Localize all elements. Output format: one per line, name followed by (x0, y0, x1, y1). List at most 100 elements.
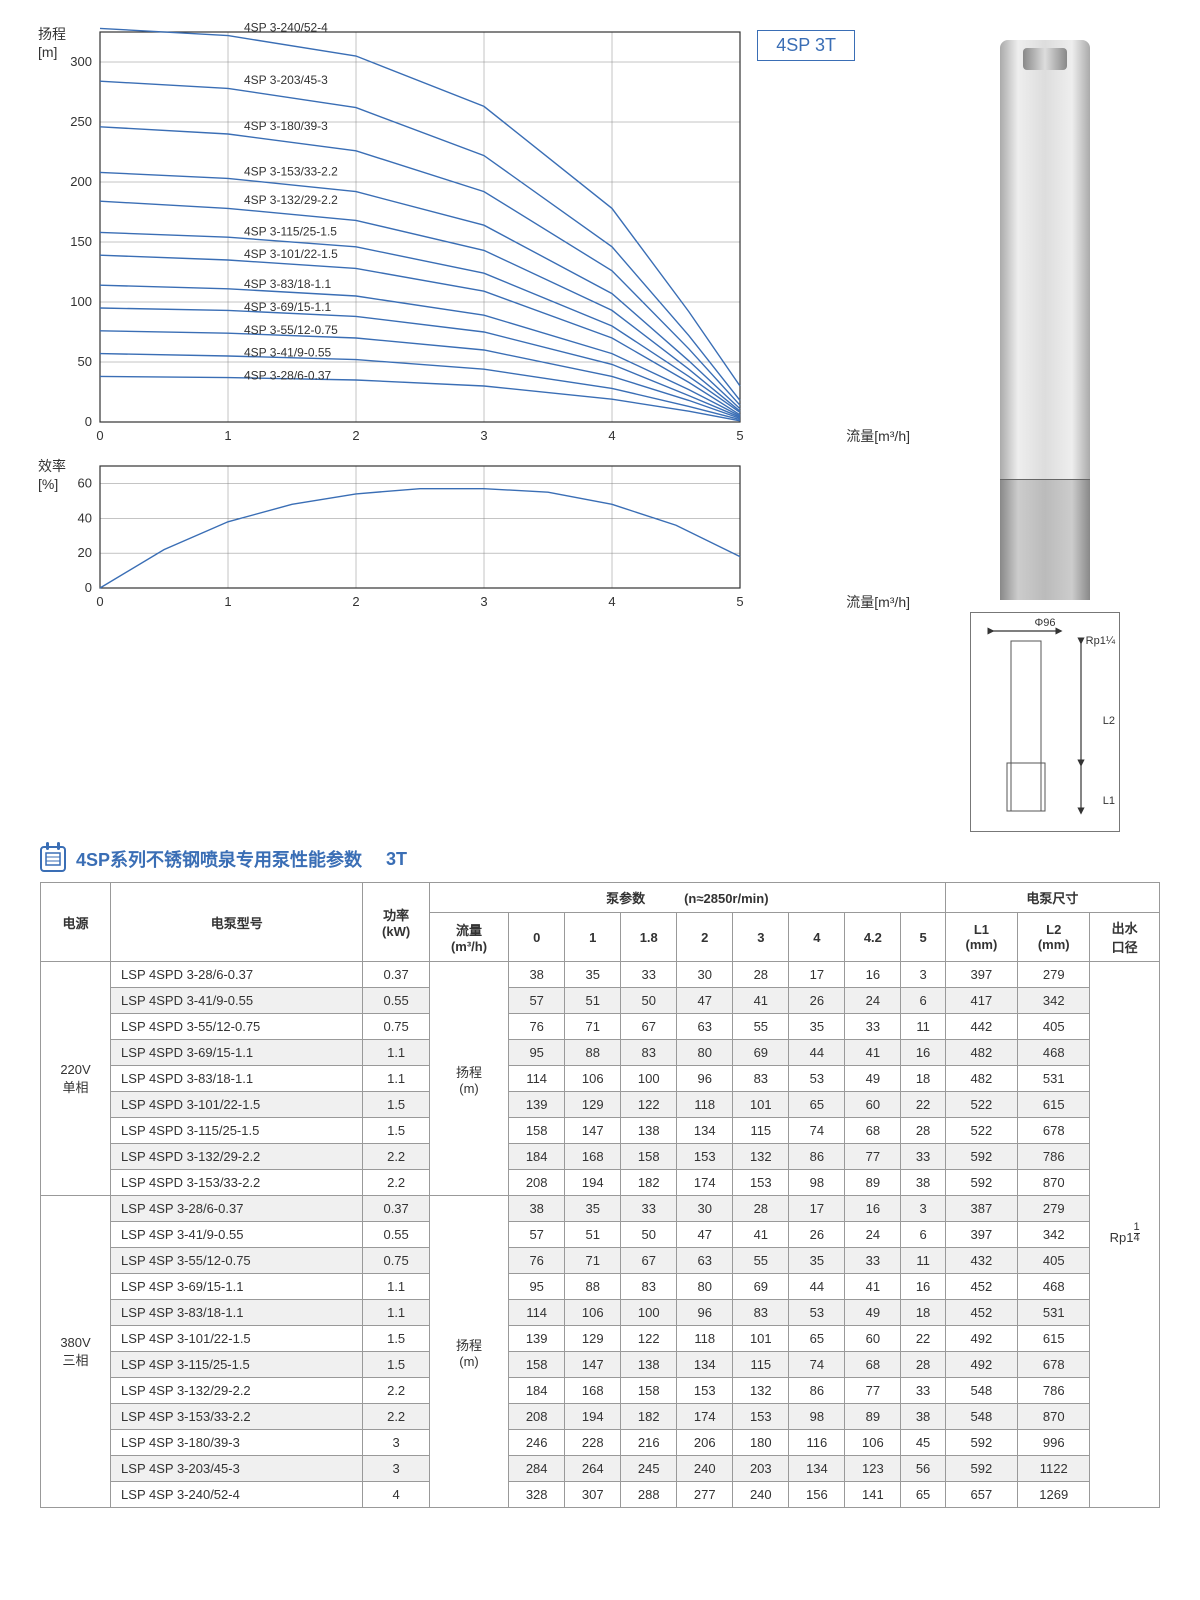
head-cell: 55 (733, 1248, 789, 1274)
head-cell: 240 (677, 1456, 733, 1482)
head-cell: 96 (677, 1300, 733, 1326)
l1-cell: 442 (945, 1014, 1017, 1040)
table-row: LSP 4SPD 3-55/12-0.750.75767167635535331… (41, 1014, 1160, 1040)
head-cell: 69 (733, 1040, 789, 1066)
head-cell: 106 (565, 1300, 621, 1326)
head-cell: 55 (733, 1014, 789, 1040)
model-cell: LSP 4SP 3-180/39-3 (111, 1430, 363, 1456)
l2-cell: 1122 (1018, 1456, 1090, 1482)
product-badge: 4SP 3T (757, 30, 855, 61)
head-cell: 184 (509, 1378, 565, 1404)
head-cell: 17 (789, 1196, 845, 1222)
eff-y-label-2: [%] (38, 476, 58, 492)
l1-cell: 522 (945, 1118, 1017, 1144)
head-cell: 69 (733, 1274, 789, 1300)
table-row: LSP 4SP 3-180/39-33246228216206180116106… (41, 1430, 1160, 1456)
head-cell: 63 (677, 1248, 733, 1274)
svg-text:2: 2 (352, 428, 359, 443)
table-row: LSP 4SPD 3-101/22-1.51.51391291221181016… (41, 1092, 1160, 1118)
l1-cell: 492 (945, 1352, 1017, 1378)
head-cell: 95 (509, 1040, 565, 1066)
head-cell: 158 (509, 1118, 565, 1144)
l2-cell: 786 (1018, 1144, 1090, 1170)
head-cell: 147 (565, 1352, 621, 1378)
svg-text:40: 40 (78, 510, 92, 525)
section-title: 4SP系列不锈钢喷泉专用泵性能参数 (76, 846, 362, 872)
svg-text:3: 3 (480, 428, 487, 443)
head-cell: 41 (845, 1274, 901, 1300)
l1-cell: 452 (945, 1300, 1017, 1326)
l1-cell: 592 (945, 1144, 1017, 1170)
head-cell: 49 (845, 1066, 901, 1092)
svg-text:0: 0 (96, 594, 103, 609)
spec-table: 电源 电泵型号 功率(kW) 泵参数 (n≈2850r/min) 电泵尺寸 流量… (40, 882, 1160, 1508)
metric-cell: 扬程(m) (429, 1196, 508, 1508)
svg-text:250: 250 (70, 114, 92, 129)
col-flow-val: 5 (901, 913, 945, 962)
model-cell: LSP 4SP 3-28/6-0.37 (111, 1196, 363, 1222)
kw-cell: 1.1 (363, 1040, 429, 1066)
l2-cell: 870 (1018, 1170, 1090, 1196)
kw-cell: 1.1 (363, 1066, 429, 1092)
head-cell: 122 (621, 1092, 677, 1118)
head-cell: 86 (789, 1378, 845, 1404)
head-cell: 264 (565, 1456, 621, 1482)
l2-cell: 678 (1018, 1352, 1090, 1378)
table-row: LSP 4SP 3-132/29-2.22.218416815815313286… (41, 1378, 1160, 1404)
model-cell: LSP 4SPD 3-101/22-1.5 (111, 1092, 363, 1118)
model-cell: LSP 4SP 3-83/18-1.1 (111, 1300, 363, 1326)
head-cell: 134 (789, 1456, 845, 1482)
head-cell: 83 (621, 1040, 677, 1066)
head-cell: 129 (565, 1326, 621, 1352)
model-cell: LSP 4SPD 3-28/6-0.37 (111, 962, 363, 988)
kw-cell: 1.5 (363, 1352, 429, 1378)
model-cell: LSP 4SPD 3-69/15-1.1 (111, 1040, 363, 1066)
power-cell: 220V单相 (41, 962, 111, 1196)
svg-text:4SP 3-83/18-1.1: 4SP 3-83/18-1.1 (244, 277, 332, 291)
head-cell: 228 (565, 1430, 621, 1456)
l1-cell: 592 (945, 1170, 1017, 1196)
head-cell: 33 (845, 1248, 901, 1274)
head-cell: 158 (621, 1378, 677, 1404)
head-cell: 180 (733, 1430, 789, 1456)
eff-chart-svg: 0204060012345 (40, 456, 800, 616)
table-row: LSP 4SP 3-41/9-0.550.5557515047412624639… (41, 1222, 1160, 1248)
head-cell: 288 (621, 1482, 677, 1508)
head-cell: 65 (789, 1092, 845, 1118)
svg-text:2: 2 (352, 594, 359, 609)
head-cell: 208 (509, 1404, 565, 1430)
head-cell: 101 (733, 1326, 789, 1352)
head-cell: 56 (901, 1456, 945, 1482)
charts-column: 扬程 [m] 4SP 3T 0501001502002503000123454S… (40, 20, 910, 832)
head-cell: 57 (509, 1222, 565, 1248)
head-cell: 50 (621, 1222, 677, 1248)
l1-cell: 657 (945, 1482, 1017, 1508)
col-flow-val: 2 (677, 913, 733, 962)
head-cell: 106 (845, 1430, 901, 1456)
head-cell: 45 (901, 1430, 945, 1456)
kw-cell: 1.1 (363, 1274, 429, 1300)
kw-cell: 0.75 (363, 1248, 429, 1274)
l2-cell: 342 (1018, 988, 1090, 1014)
l2-cell: 468 (1018, 1040, 1090, 1066)
head-cell: 16 (845, 1196, 901, 1222)
l1-cell: 397 (945, 962, 1017, 988)
head-cell: 28 (733, 962, 789, 988)
diagram-l2: L2 (1103, 715, 1115, 727)
head-cell: 245 (621, 1456, 677, 1482)
diagram-phi: Φ96 (1034, 617, 1055, 629)
head-cell: 174 (677, 1170, 733, 1196)
svg-text:60: 60 (78, 475, 92, 490)
head-cell: 139 (509, 1326, 565, 1352)
head-cell: 6 (901, 1222, 945, 1248)
head-cell: 51 (565, 1222, 621, 1248)
svg-text:4SP 3-28/6-0.37: 4SP 3-28/6-0.37 (244, 368, 332, 382)
head-cell: 16 (845, 962, 901, 988)
head-cell: 28 (901, 1352, 945, 1378)
head-cell: 33 (901, 1144, 945, 1170)
l2-cell: 279 (1018, 1196, 1090, 1222)
l1-cell: 592 (945, 1430, 1017, 1456)
head-cell: 68 (845, 1118, 901, 1144)
head-cell: 24 (845, 988, 901, 1014)
svg-text:4: 4 (608, 594, 615, 609)
